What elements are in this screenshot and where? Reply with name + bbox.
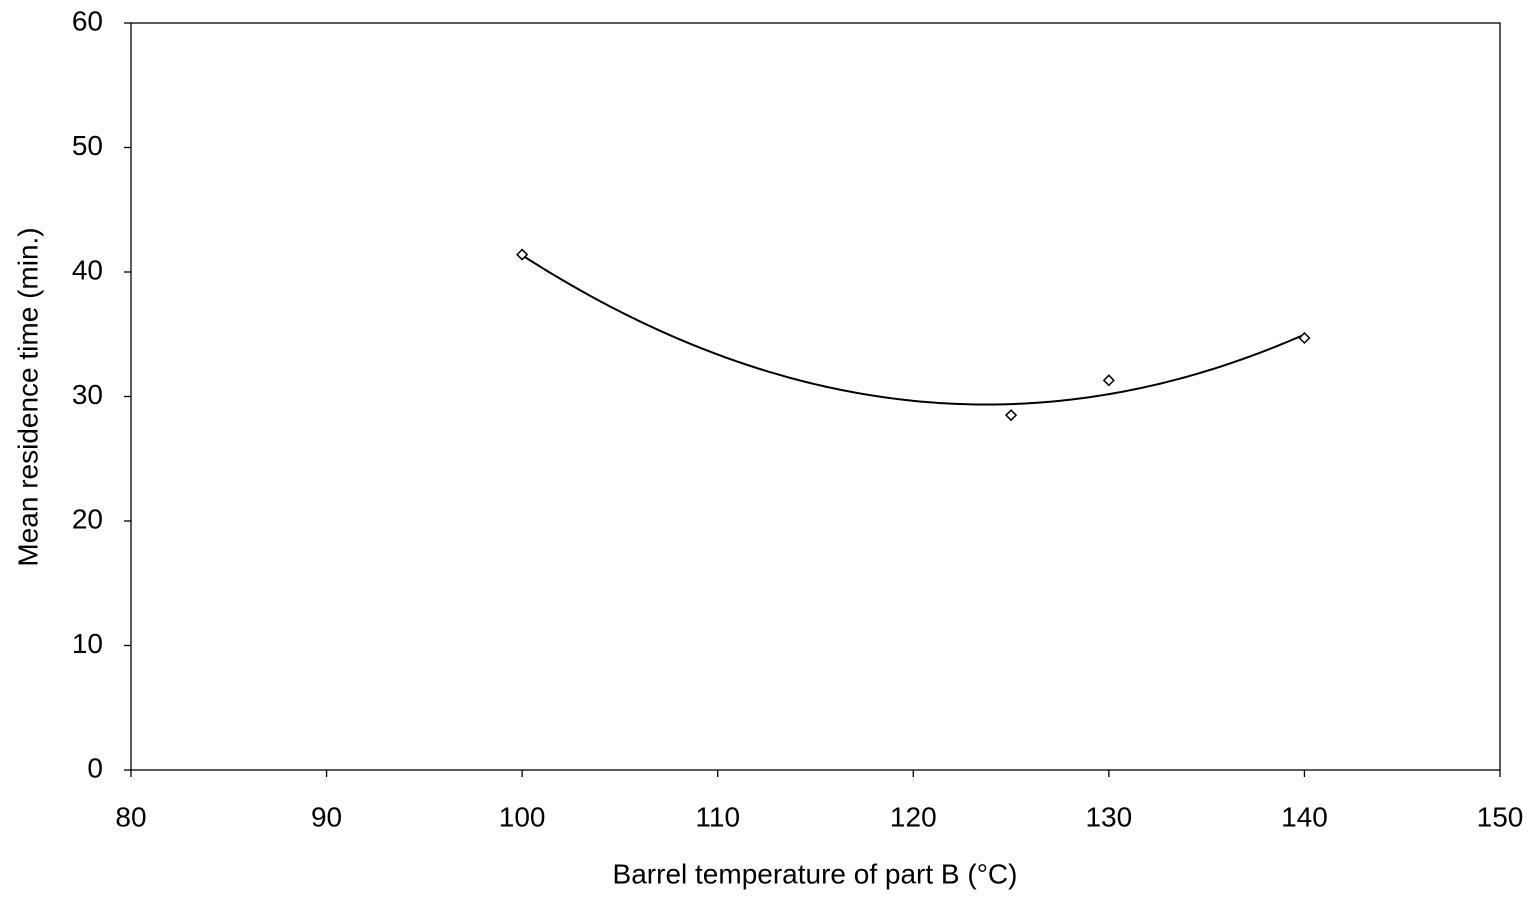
data-point [516,248,529,261]
x-tick-label: 90 [311,801,342,832]
x-tick-label: 150 [1477,801,1524,832]
data-point [1298,331,1311,345]
y-tick-label: 20 [72,503,103,534]
x-axis-label: Barrel temperature of part B (°C) [613,858,1018,889]
x-tick-label: 80 [115,801,146,832]
data-point [1005,409,1018,422]
y-tick-label: 40 [72,254,103,285]
y-tick-label: 10 [72,628,103,659]
y-tick-label: 50 [72,130,103,161]
y-tick-label: 60 [72,5,103,36]
x-tick-label: 140 [1281,801,1328,832]
data-point [1102,374,1115,387]
x-tick-label: 130 [1085,801,1132,832]
trendline [521,254,1305,406]
plot-frame [130,22,1501,771]
y-tick-label: 0 [87,752,103,783]
y-tick-label: 30 [72,379,103,410]
x-tick-label: 110 [695,801,740,832]
y-axis-label: Mean residence time (min.) [12,227,43,566]
x-tick-label: 100 [499,801,546,832]
x-tick-label: 120 [890,801,937,832]
